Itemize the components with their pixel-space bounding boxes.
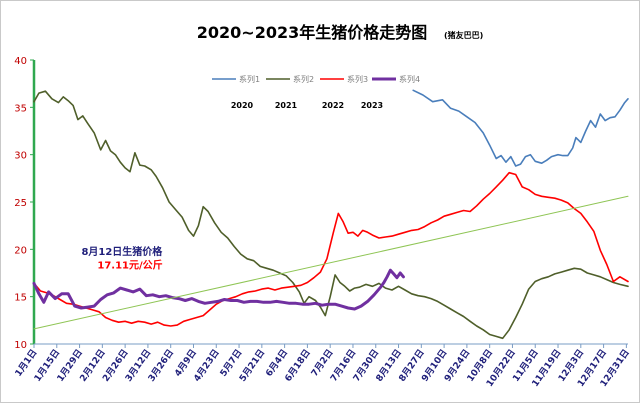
y-tick-label: 40 — [14, 56, 27, 67]
annotation-text: 17.11元/公斤 — [97, 258, 162, 271]
y-tick-label: 25 — [14, 198, 27, 209]
annotation-text: 8月12日生猪价格 — [81, 245, 163, 258]
series-line-系列4 — [32, 268, 405, 311]
y-tick-label: 10 — [14, 340, 27, 351]
y-tick-label: 15 — [14, 293, 27, 304]
legend-year-label: 2023 — [361, 101, 383, 110]
legend-label: 系列2 — [293, 74, 314, 84]
legend-label: 系列1 — [239, 74, 260, 84]
legend-label: 系列4 — [399, 74, 420, 84]
legend-year-label: 2020 — [231, 101, 254, 110]
chart-title: 2020~2023年生猪价格走势图 — [197, 23, 427, 42]
legend: 系列1 系列2 系列3 系列4 2020 2021 2022 2023 — [212, 74, 420, 110]
legend-year-label: 2021 — [275, 101, 298, 110]
y-tick-label: 20 — [14, 245, 27, 256]
legend-year-label: 2022 — [322, 101, 344, 110]
y-tick-label: 35 — [14, 103, 27, 114]
series-line-系列1 — [412, 89, 629, 167]
chart-subtitle: (猪友巴巴) — [444, 30, 483, 40]
series-line-系列3 — [33, 171, 629, 327]
y-tick-label: 30 — [14, 151, 27, 162]
legend-label: 系列3 — [347, 74, 368, 84]
trend-line — [33, 195, 629, 330]
